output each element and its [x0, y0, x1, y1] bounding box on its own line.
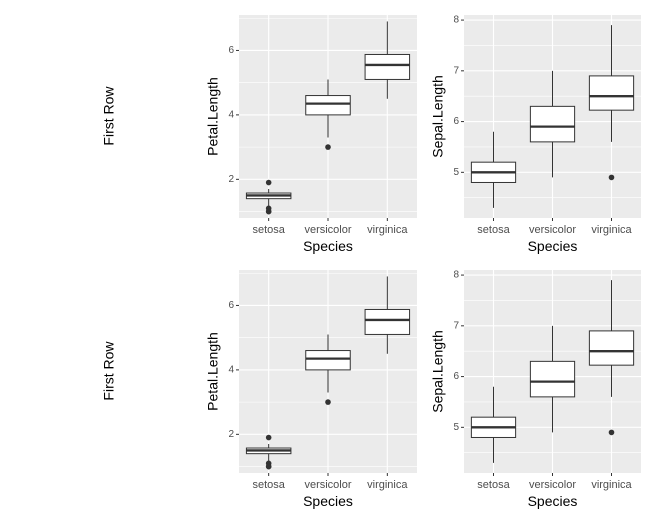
y-tick-label: 7 [453, 320, 459, 331]
y-axis-title: Petal.Length [205, 77, 221, 156]
outlier-point [265, 208, 272, 215]
y-tick-label: 2 [228, 174, 234, 185]
box-versicolor [305, 79, 351, 150]
iqr-box [305, 95, 351, 116]
chart-panel-4: 5 6 7 8 setosa versicolor virginica Species Sepa… [430, 270, 641, 509]
x-tick-label: versicolor [529, 224, 576, 236]
box-virginica [588, 280, 635, 436]
iqr-box [364, 308, 411, 335]
y-tick-label: 8 [453, 15, 459, 26]
outlier-point [608, 174, 615, 181]
outlier-point [265, 463, 272, 470]
x-tick-label: versicolor [304, 479, 351, 491]
x-tick-label: versicolor [304, 224, 351, 236]
box-setosa [470, 386, 517, 463]
iqr-box [588, 75, 635, 111]
y-tick-label: 8 [453, 270, 459, 281]
chart-panel-2: 5 6 7 8 setosa versicolor virginica Species Sepa… [430, 15, 641, 254]
x-tick-label: virginica [367, 224, 408, 236]
chart-panel-1: 2 4 6 setosa versicolor virginica Species Petal… [205, 15, 417, 254]
x-axis-title: Species [528, 493, 578, 509]
y-tick-label: 4 [228, 365, 234, 376]
x-tick-label: virginica [591, 479, 632, 491]
y-axis-title: Petal.Length [205, 332, 221, 411]
y-tick-label: 6 [228, 300, 234, 311]
row-label-1: First Row [101, 86, 117, 146]
outlier-point [608, 429, 615, 436]
iqr-box [364, 53, 411, 80]
x-tick-label: virginica [591, 224, 632, 236]
iqr-box [529, 105, 576, 143]
y-tick-label: 6 [453, 116, 459, 127]
outlier-point [265, 179, 272, 186]
outlier-point [265, 434, 272, 441]
y-tick-label: 2 [228, 429, 234, 440]
y-tick-label: 6 [228, 45, 234, 56]
chart-panel-3: 2 4 6 setosa versicolor virginica Species Petal… [205, 270, 417, 509]
x-tick-label: setosa [477, 224, 510, 236]
box-virginica [364, 21, 411, 99]
y-tick-label: 4 [228, 110, 234, 121]
x-axis-title: Species [528, 238, 578, 254]
y-tick-label: 7 [453, 65, 459, 76]
row-label-2: First Row [101, 341, 117, 401]
box-setosa [470, 131, 517, 208]
box-setosa [245, 434, 292, 470]
x-tick-label: setosa [477, 479, 510, 491]
x-tick-label: setosa [252, 224, 285, 236]
x-tick-label: virginica [367, 479, 408, 491]
x-tick-label: setosa [252, 479, 285, 491]
box-virginica [588, 25, 635, 181]
iqr-box [305, 350, 351, 371]
y-tick-label: 5 [453, 422, 459, 433]
y-tick-label: 5 [453, 167, 459, 178]
y-axis-title: Sepal.Length [430, 330, 446, 413]
x-axis-title: Species [303, 493, 353, 509]
outlier-point [325, 144, 331, 150]
iqr-box [588, 330, 635, 366]
y-axis-title: Sepal.Length [430, 75, 446, 158]
x-tick-label: versicolor [529, 479, 576, 491]
iqr-box [529, 360, 576, 398]
box-virginica [364, 276, 411, 354]
box-versicolor [305, 334, 351, 405]
y-tick-label: 6 [453, 371, 459, 382]
box-versicolor [529, 325, 576, 433]
x-axis-title: Species [303, 238, 353, 254]
box-setosa [245, 179, 292, 215]
box-versicolor [529, 70, 576, 178]
chart-panels: 2 4 6 setosa versicolor virginica Species Petal… [205, 15, 641, 509]
outlier-point [325, 399, 331, 405]
